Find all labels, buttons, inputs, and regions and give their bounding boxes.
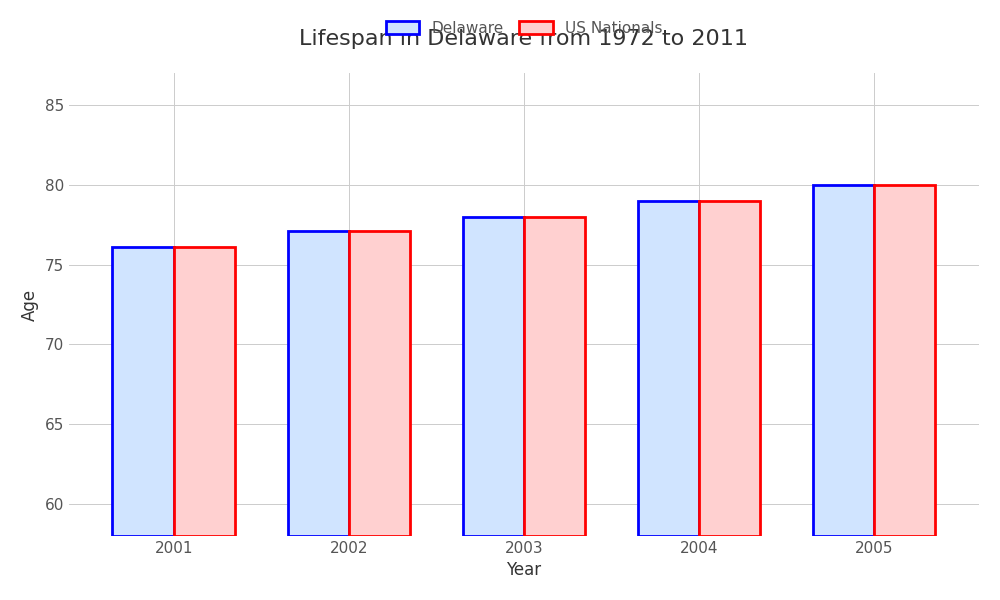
Bar [699, 201, 760, 536]
Bar [813, 185, 874, 536]
Bar [638, 201, 699, 536]
Title: Lifespan in Delaware from 1972 to 2011: Lifespan in Delaware from 1972 to 2011 [299, 29, 748, 49]
Bar [349, 231, 410, 536]
Bar [174, 247, 235, 536]
X-axis label: Year: Year [506, 561, 541, 579]
Bar [463, 217, 524, 536]
Bar [288, 231, 349, 536]
Bar [524, 217, 585, 536]
Y-axis label: Age: Age [21, 289, 39, 320]
Bar [874, 185, 935, 536]
Bar [112, 247, 174, 536]
Legend: Delaware, US Nationals: Delaware, US Nationals [386, 21, 662, 36]
